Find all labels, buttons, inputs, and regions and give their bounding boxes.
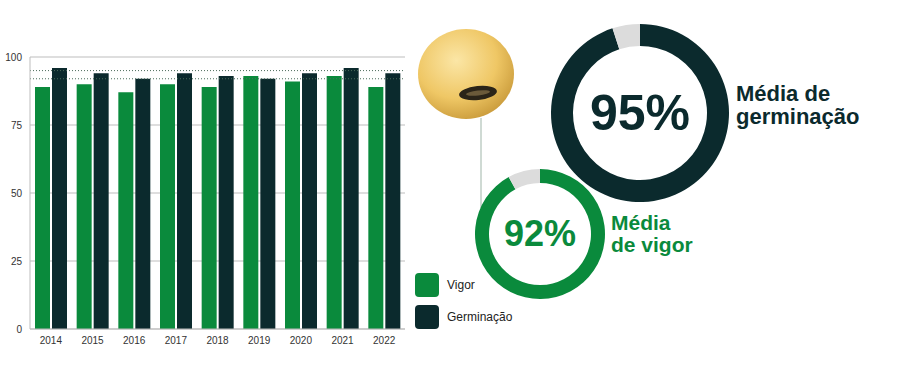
svg-text:2021: 2021 xyxy=(331,335,354,346)
html-text:92%: 92% xyxy=(504,213,576,254)
html-text:95%: 95% xyxy=(590,85,690,141)
html-text:Média de germinação: Média de germinação xyxy=(736,81,860,130)
svg-text:2022: 2022 xyxy=(373,335,396,346)
html-text:Média de vigor: Média de vigor xyxy=(611,211,693,256)
svg-text:100: 100 xyxy=(5,52,22,63)
svg-text:2017: 2017 xyxy=(165,335,188,346)
html-text:Germinação: Germinação xyxy=(447,310,513,324)
svg-text:2016: 2016 xyxy=(123,335,146,346)
svg-text:2014: 2014 xyxy=(40,335,63,346)
svg-text:25: 25 xyxy=(11,256,23,267)
svg-text:2015: 2015 xyxy=(81,335,104,346)
svg-text:2018: 2018 xyxy=(206,335,229,346)
svg-text:2019: 2019 xyxy=(248,335,271,346)
svg-text:50: 50 xyxy=(11,188,23,199)
svg-text:2020: 2020 xyxy=(290,335,313,346)
svg-text:75: 75 xyxy=(11,120,23,131)
svg-text:0: 0 xyxy=(16,324,22,335)
html-text:Vigor: Vigor xyxy=(447,278,475,292)
